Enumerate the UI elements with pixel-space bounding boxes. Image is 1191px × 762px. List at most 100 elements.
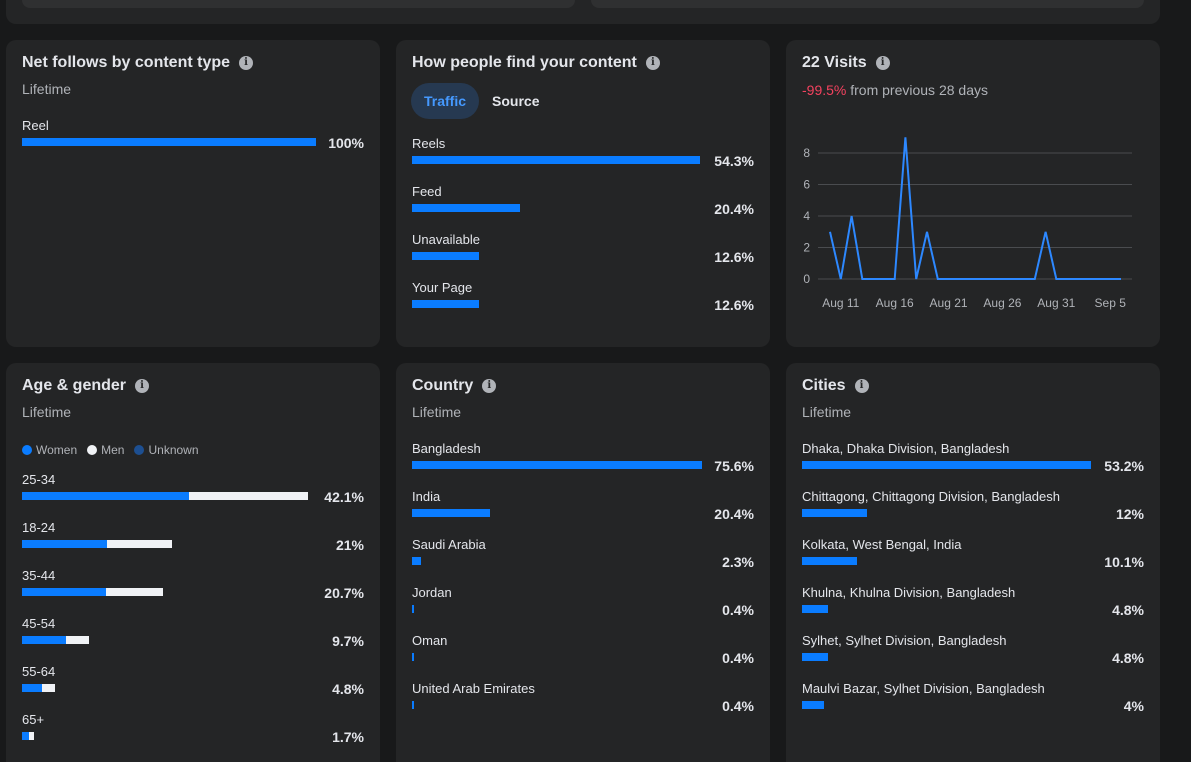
row-value: 54.3% [714,153,754,169]
info-icon[interactable]: i [239,56,254,70]
net-follows-title-row: Net follows by content type i [22,54,364,72]
row-value: 75.6% [714,458,754,474]
age-group-value: 1.7% [332,729,364,745]
list-item[interactable]: Kolkata, West Bengal, India 10.1% [802,537,1144,585]
cities-card: Cities i Lifetime Dhaka, Dhaka Division,… [786,363,1160,762]
row-value: 100% [328,135,364,151]
info-icon[interactable]: i [854,379,869,393]
age-group-value: 9.7% [332,633,364,649]
visits-line-chart[interactable]: 0 2 4 6 8 Aug 11 Aug 16 Aug 21 Aug 26 Aug 31 Sep 5 [786,135,1160,347]
row-label: Bangladesh [412,441,481,456]
list-item[interactable]: Chittagong, Chittagong Division, Banglad… [802,489,1144,537]
bar-fill [412,156,700,164]
list-item[interactable]: Unavailable 12.6% [412,232,754,280]
list-item[interactable]: Oman 0.4% [412,633,754,681]
bar-fill [802,509,868,517]
list-item[interactable]: India 20.4% [412,489,754,537]
legend-label: Women [36,443,78,457]
list-item[interactable]: Maulvi Bazar, Sylhet Division, Banglades… [802,681,1144,729]
visits-series-line[interactable] [829,137,1121,280]
list-item[interactable]: Feed 20.4% [412,184,754,232]
row-value: 4.8% [1112,650,1144,666]
traffic-source-tabs: Traffic Source [411,83,754,119]
country-card: Country i Lifetime Bangladesh 75.6% India 2… [396,363,770,762]
row-value: 20.4% [714,201,754,217]
age-group-row[interactable]: 55-64 4.8% [22,664,364,712]
age-group-value: 20.7% [324,585,364,601]
row-value: 4% [1123,698,1144,714]
info-icon[interactable]: i [482,379,497,393]
x-tick-label: Aug 26 [983,296,1021,310]
card-title: How people find your content [412,54,637,71]
visits-change-suffix: from previous 28 days [850,82,988,98]
list-item[interactable]: Dhaka, Dhaka Division, Bangladesh 53.2% [802,441,1144,489]
row-label: Sylhet, Sylhet Division, Bangladesh [802,633,1007,648]
find-content-title-row: How people find your content i [412,54,754,72]
row-label: Khulna, Khulna Division, Bangladesh [802,585,1016,600]
row-label: Kolkata, West Bengal, India [802,537,962,552]
row-label: Maulvi Bazar, Sylhet Division, Banglades… [802,681,1045,696]
row-label: Oman [412,633,448,648]
y-tick-label: 2 [803,241,810,255]
bar-fill [412,252,479,260]
tab-source[interactable]: Source [492,93,540,109]
list-item[interactable]: Sylhet, Sylhet Division, Bangladesh 4.8% [802,633,1144,681]
list-item[interactable]: Khulna, Khulna Division, Bangladesh 4.8% [802,585,1144,633]
list-item[interactable]: Saudi Arabia 2.3% [412,537,754,585]
row-label: India [412,489,441,504]
list-item[interactable]: United Arab Emirates 0.4% [412,681,754,729]
age-group-row[interactable]: 35-44 20.7% [22,568,364,616]
age-group-row[interactable]: 65+ 1.7% [22,712,364,760]
age-group-value: 4.8% [332,681,364,697]
list-item[interactable]: Jordan 0.4% [412,585,754,633]
bar-fill [412,204,521,212]
men-bar [28,732,34,740]
info-icon[interactable]: i [645,56,660,70]
bar-fill [412,605,414,613]
bar-fill [802,653,829,661]
list-item[interactable]: Your Page 12.6% [412,280,754,328]
list-item[interactable]: Bangladesh 75.6% [412,441,754,489]
bar-fill [412,300,479,308]
card-title: Net follows by content type [22,54,231,71]
legend-men[interactable]: Men [87,443,124,457]
visits-title-row: 22 Visits i [802,54,1144,72]
men-dot-icon [87,445,98,455]
bar-fill [802,557,857,565]
legend-women[interactable]: Women [22,443,77,457]
women-bar [22,732,29,740]
bar-fill [412,557,421,565]
row-value: 12.6% [714,297,754,313]
list-item[interactable]: Reel 100% [22,118,364,166]
card-subtitle: Lifetime [412,404,462,420]
row-label: Chittagong, Chittagong Division, Banglad… [802,489,1061,504]
legend-unknown[interactable]: Unknown [134,443,199,457]
info-icon[interactable]: i [135,379,150,393]
women-bar [22,636,66,644]
list-item[interactable]: Reels 54.3% [412,136,754,184]
card-title: Country [412,377,474,394]
legend-label: Unknown [148,443,199,457]
tab-traffic[interactable]: Traffic [411,83,480,119]
bar-fill [802,701,824,709]
x-tick-label: Aug 31 [1037,296,1075,310]
age-group-label: 65+ [22,712,45,727]
row-value: 10.1% [1104,554,1144,570]
women-bar [22,540,107,548]
x-tick-label: Aug 16 [876,296,914,310]
row-label: Feed [412,184,442,199]
country-title-row: Country i [412,377,754,395]
previous-section-card [6,0,1160,24]
row-value: 4.8% [1112,602,1144,618]
age-group-label: 45-54 [22,616,56,631]
age-group-row[interactable]: 45-54 9.7% [22,616,364,664]
row-label: Reels [412,136,446,151]
men-bar [189,492,309,500]
age-group-row[interactable]: 25-34 42.1% [22,472,364,520]
info-icon[interactable]: i [875,56,890,70]
women-bar [22,492,190,500]
age-gender-card: Age & gender i Lifetime Women Men Unknow… [6,363,380,762]
age-group-row[interactable]: 18-24 21% [22,520,364,568]
row-label: Unavailable [412,232,480,247]
age-group-label: 55-64 [22,664,56,679]
